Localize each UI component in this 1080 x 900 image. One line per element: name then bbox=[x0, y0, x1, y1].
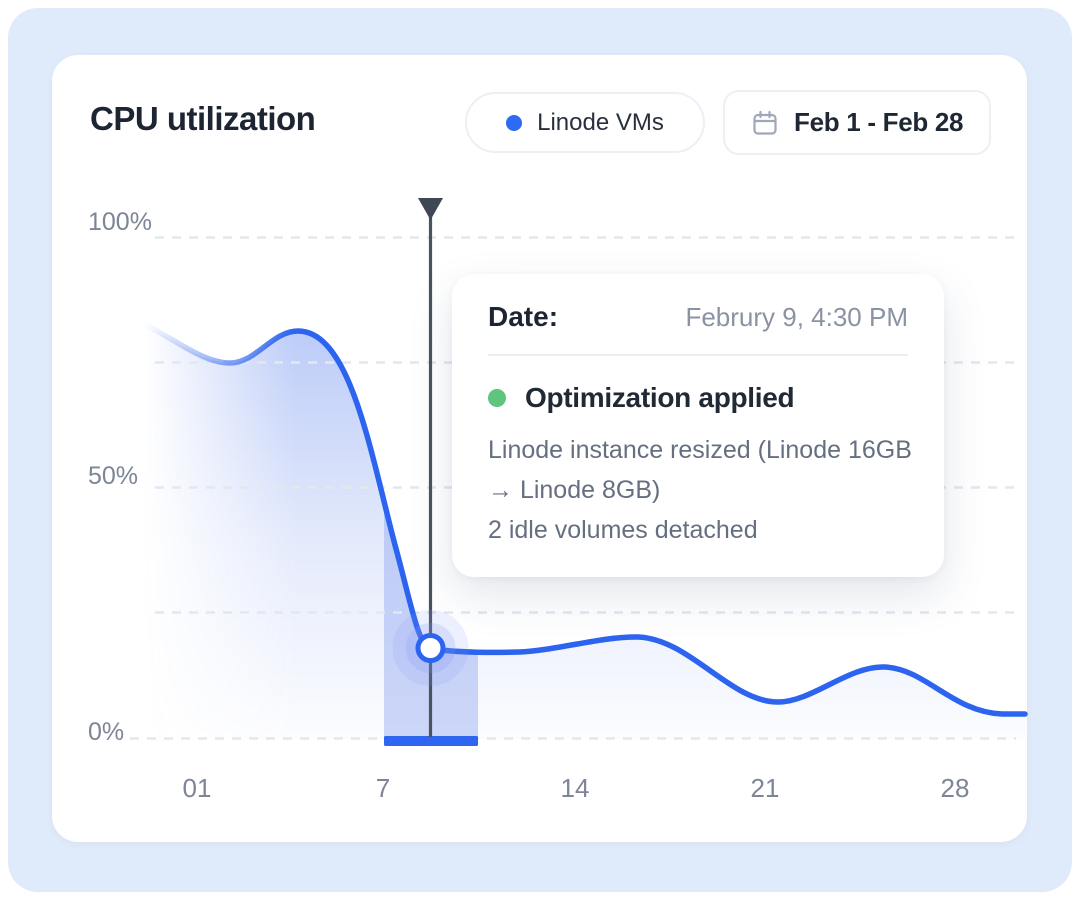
y-axis-label-50: 50% bbox=[88, 462, 139, 490]
series-line bbox=[142, 322, 1028, 717]
legend-label: Linode VMs bbox=[537, 108, 664, 136]
event-tooltip: Date: Februry 9, 4:30 PM Optimization ap… bbox=[452, 274, 944, 577]
band-base-bar bbox=[384, 736, 478, 746]
legend-dot-icon bbox=[506, 114, 523, 131]
tooltip-detail-volumes: 2 idle volumes detached bbox=[488, 516, 758, 544]
x-axis-label-21: 21 bbox=[750, 773, 780, 803]
page-title: CPU utilization bbox=[90, 100, 316, 137]
x-axis-label-14: 14 bbox=[560, 773, 590, 803]
y-axis-label-0: 0% bbox=[88, 718, 125, 746]
x-axis-label-7: 7 bbox=[375, 773, 391, 803]
date-range-button[interactable]: Feb 1 - Feb 28 bbox=[723, 90, 992, 155]
calendar-icon bbox=[753, 110, 777, 135]
legend-pill-linode-vms[interactable]: Linode VMs bbox=[465, 92, 705, 153]
marker-arrow-icon bbox=[418, 198, 443, 220]
x-axis-label-28: 28 bbox=[940, 773, 970, 803]
marker-handle[interactable] bbox=[392, 610, 469, 686]
x-axis-label-01: 01 bbox=[182, 773, 212, 803]
tooltip-divider bbox=[488, 354, 908, 356]
y-axis-label-100: 100% bbox=[88, 208, 152, 236]
area-fill bbox=[145, 325, 1025, 739]
tooltip-detail-resize: Linode instance resized (Linode 16GB → L… bbox=[488, 436, 912, 504]
optimization-status-dot-icon bbox=[488, 389, 506, 407]
tooltip-date-label: Date: bbox=[488, 301, 559, 332]
tooltip-date-value: Februry 9, 4:30 PM bbox=[685, 302, 908, 332]
optimization-status-label: Optimization applied bbox=[525, 382, 795, 413]
date-range-label: Feb 1 - Feb 28 bbox=[794, 107, 964, 137]
